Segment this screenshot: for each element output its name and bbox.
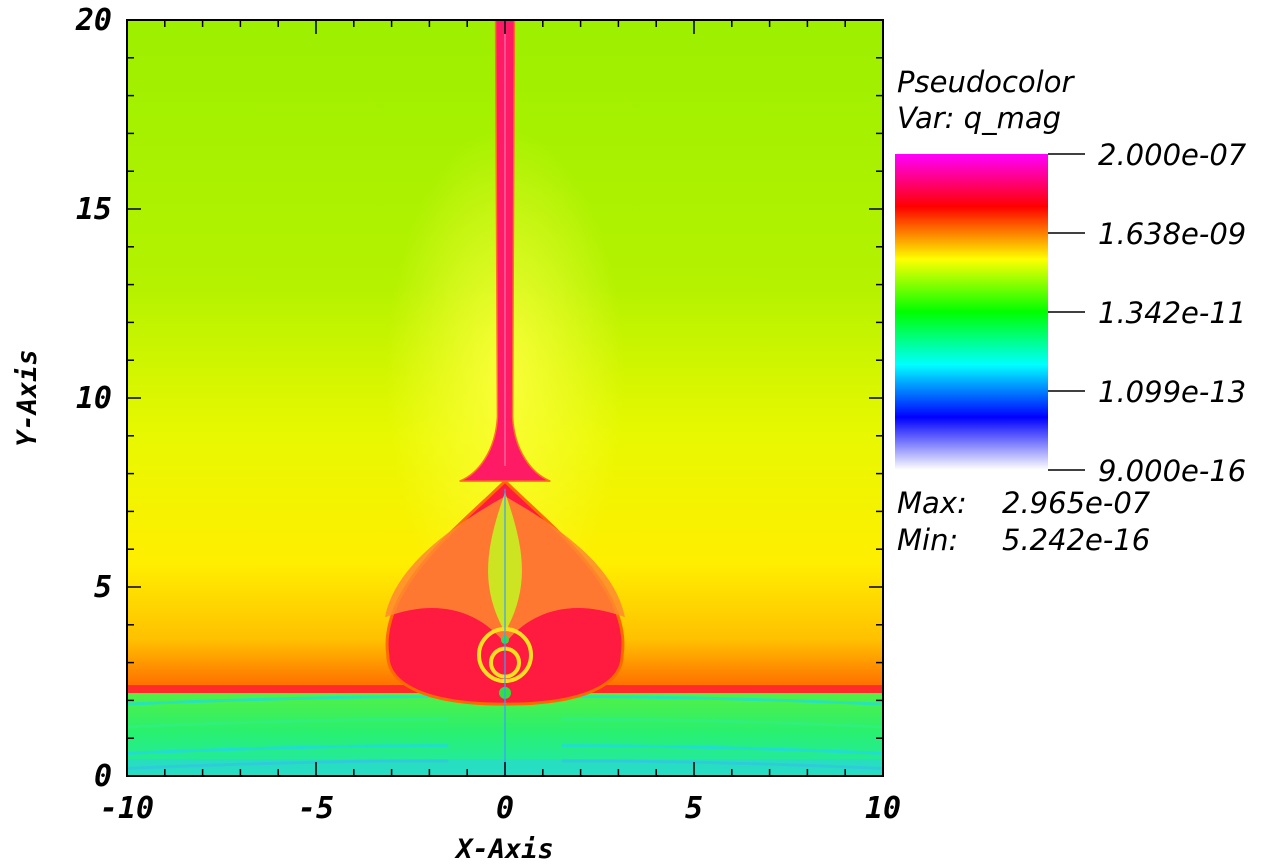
y-tick-label: 20: [75, 3, 112, 38]
colorbar-label: 1.099e-13: [1098, 375, 1246, 409]
colorbar-ticks: 2.000e-07 1.638e-09 1.342e-11 1.099e-13 9.00…: [1048, 138, 1247, 488]
legend-plot-type: Pseudocolor: [897, 65, 1075, 99]
colorbar-label: 1.342e-11: [1098, 296, 1246, 330]
bulb-inner-right: [505, 496, 625, 644]
y-axis-ticks: 0 5 10 15 20: [75, 3, 883, 794]
colorbar-label: 1.638e-09: [1098, 217, 1246, 251]
y-tick-label: 5: [94, 570, 112, 605]
legend-variable: Var: q_mag: [897, 101, 1061, 135]
y-tick-label: 0: [94, 759, 112, 794]
x-axis-title: X-Axis: [454, 834, 554, 865]
y-tick-label: 10: [76, 381, 112, 416]
max-label: Max:: [897, 486, 967, 520]
x-axis-ticks: -10 -5 0 5 10: [100, 20, 901, 826]
x-tick-label: 0: [496, 791, 514, 826]
x-tick-label: 10: [865, 791, 901, 826]
min-label: Min:: [897, 523, 958, 557]
x-tick-label: -5: [298, 791, 334, 826]
bottom-streak: [127, 695, 883, 706]
x-tick-label: 5: [685, 791, 703, 826]
y-axis-title: Y-Axis: [12, 349, 43, 447]
min-value: 5.242e-16: [1002, 523, 1150, 557]
colorbar: [895, 154, 1048, 470]
x-tick-label: -10: [100, 791, 154, 826]
heatmap-field: [127, 20, 883, 776]
bottom-streak: [127, 744, 883, 755]
bottom-streak: [127, 717, 883, 729]
bulb-inner-left: [385, 496, 505, 644]
colorbar-label: 9.000e-16: [1098, 454, 1246, 488]
y-tick-label: 15: [76, 192, 112, 227]
colorbar-label: 2.000e-07: [1098, 138, 1247, 172]
legend: Pseudocolor Var: q_mag 2.000e-07 1.638e-0…: [895, 65, 1247, 557]
max-value: 2.965e-07: [1002, 486, 1151, 520]
